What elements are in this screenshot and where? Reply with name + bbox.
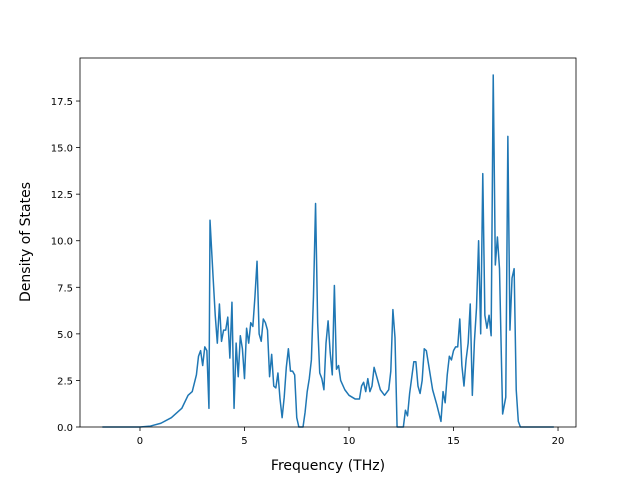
y-tick-label: 10.0 bbox=[51, 237, 73, 248]
y-tick-label: 0.0 bbox=[57, 423, 73, 434]
x-tick-label: 20 bbox=[552, 436, 565, 447]
y-tick-label: 5.0 bbox=[57, 330, 73, 341]
y-tick-label: 15.0 bbox=[51, 144, 73, 155]
x-tick-label: 5 bbox=[241, 436, 247, 447]
x-tick-label: 10 bbox=[343, 436, 356, 447]
y-tick-label: 12.5 bbox=[51, 190, 73, 201]
data-line bbox=[102, 74, 554, 428]
x-tick-label: 0 bbox=[137, 436, 143, 447]
y-tick-label: 17.5 bbox=[51, 97, 73, 108]
x-axis-label: Frequency (THz) bbox=[271, 458, 385, 474]
y-tick-label: 2.5 bbox=[57, 376, 73, 387]
x-tick-label: 15 bbox=[447, 436, 460, 447]
y-tick-label: 7.5 bbox=[57, 283, 73, 294]
y-axis-label: Density of States bbox=[18, 182, 34, 302]
plot-frame bbox=[79, 57, 577, 428]
